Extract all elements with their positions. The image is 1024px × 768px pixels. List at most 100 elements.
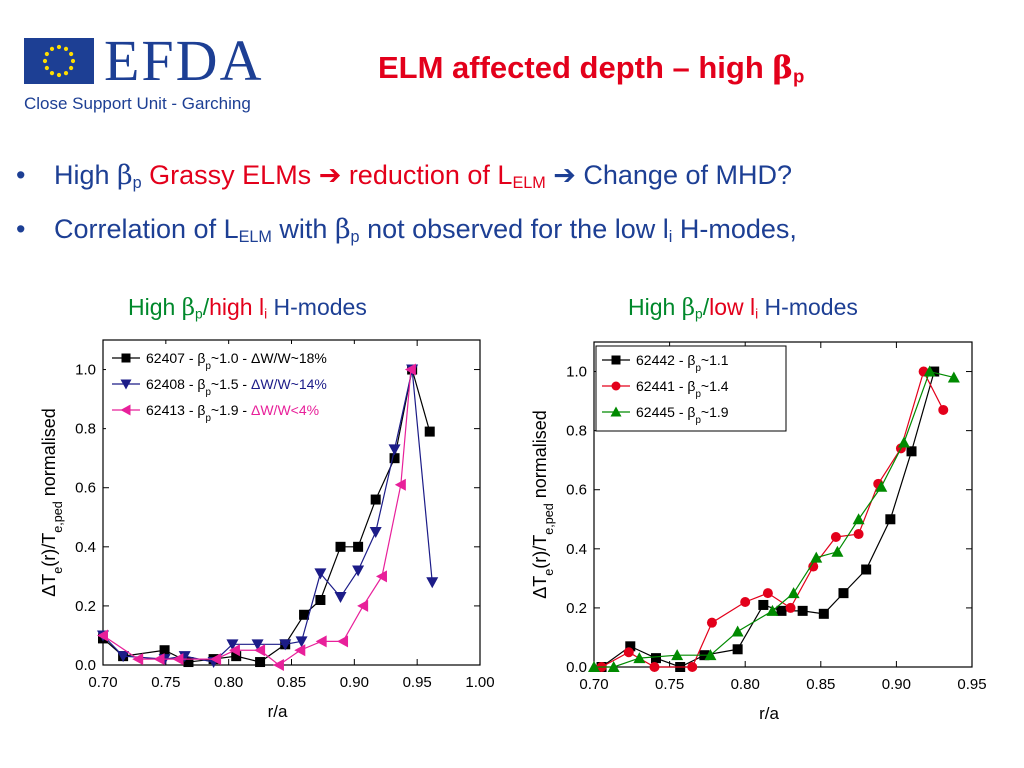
data-marker xyxy=(370,494,381,505)
series-line xyxy=(102,369,431,663)
x-axis-label: r/a xyxy=(759,704,779,723)
y-tick-label: 0.6 xyxy=(566,482,587,499)
bullet-list: • High βp Grassy ELMs ➔ reduction of LEL… xyxy=(16,152,1016,260)
data-marker xyxy=(938,404,949,415)
y-tick-label: 0.4 xyxy=(566,541,587,558)
data-marker xyxy=(810,551,823,563)
bullet-1-c-sub: ELM xyxy=(512,174,546,193)
data-marker xyxy=(623,647,634,658)
data-marker xyxy=(272,659,284,671)
data-marker xyxy=(649,662,660,672)
data-marker xyxy=(808,561,819,572)
data-marker xyxy=(732,644,743,655)
data-marker xyxy=(279,639,292,651)
chart-right: 0.70 0.75 0.80 0.85 0.90 0.95 0.0 0.2 0.4 0.6 0.8 1… xyxy=(530,341,987,723)
flag-star xyxy=(70,58,76,64)
data-marker xyxy=(625,641,636,652)
bullet-1-b: Grassy ELMs xyxy=(141,160,319,190)
x-tick-label: 0.95 xyxy=(957,676,986,693)
x-tick-label: 0.70 xyxy=(88,674,117,691)
flag-star xyxy=(56,44,62,50)
y-tick-label: 0.4 xyxy=(75,539,96,556)
flag-star xyxy=(44,65,49,71)
y-axis-label: ΔTe(r)/Te,ped normalised xyxy=(39,408,65,597)
logo-subtitle: Close Support Unit - Garching xyxy=(24,94,251,113)
bullet-2-beta: β xyxy=(334,214,351,246)
data-marker xyxy=(607,661,620,672)
legend-label: 62408 - βp~1.5 - ΔW/W~14% xyxy=(146,376,327,398)
legend-label: 62445 - βp~1.9 xyxy=(636,404,729,426)
y-axis-label: ΔTe(r)/Te,ped normalised xyxy=(530,410,556,599)
x-tick-label: 0.75 xyxy=(655,676,684,693)
data-marker xyxy=(787,587,800,599)
data-marker xyxy=(785,602,796,613)
panel-title-left-b-sub: i xyxy=(264,306,268,322)
legend-label: 62441 - βp~1.4 xyxy=(636,378,729,400)
y-tick-label: 1.0 xyxy=(566,364,587,381)
panel-title-left-a: High xyxy=(128,294,182,320)
bullet-2-a-sub: ELM xyxy=(238,228,272,247)
bullet-2: • Correlation of LELM with βp not observ… xyxy=(16,206,1016,260)
slide-title-beta-sub: p xyxy=(793,65,805,87)
series-line xyxy=(102,369,433,663)
data-marker xyxy=(762,588,773,599)
data-marker xyxy=(704,649,717,661)
arrow-icon: ➔ xyxy=(318,160,342,190)
data-marker xyxy=(611,381,621,391)
data-marker xyxy=(776,605,787,616)
data-marker xyxy=(315,635,327,648)
data-marker xyxy=(120,404,131,416)
data-marker xyxy=(159,645,170,656)
data-marker xyxy=(314,568,327,580)
flag-star xyxy=(63,46,69,51)
x-axis-label: r/a xyxy=(268,702,288,721)
data-marker xyxy=(897,436,910,448)
legend-label: 62442 - βp~1.1 xyxy=(636,352,729,374)
panel-title-right: High βp/low li H-modes xyxy=(628,294,858,321)
bullet-1-a: High xyxy=(54,160,118,190)
x-tick-label: 0.90 xyxy=(340,674,369,691)
bullet-1-beta: β xyxy=(117,160,133,191)
data-marker xyxy=(740,597,751,607)
data-marker xyxy=(334,592,347,604)
panel-title-left-beta: β xyxy=(181,295,195,321)
data-marker xyxy=(153,653,165,666)
slide-title-text: ELM affected depth – high xyxy=(378,50,773,85)
data-marker xyxy=(611,355,621,365)
data-marker xyxy=(706,617,717,628)
data-marker xyxy=(766,604,779,616)
data-marker xyxy=(183,657,194,668)
data-marker xyxy=(231,651,242,662)
panel-title-left-b: high l xyxy=(209,294,265,320)
logo-text: EFDA xyxy=(104,28,264,93)
panel-title-left-beta-sub: p xyxy=(195,306,203,322)
flag-star xyxy=(69,65,74,71)
data-marker xyxy=(210,653,222,666)
panel-title-right-c: H-modes xyxy=(758,294,858,320)
x-tick-label: 0.85 xyxy=(806,676,835,693)
data-marker xyxy=(337,635,349,648)
bullet-2-b: with xyxy=(271,214,335,245)
data-marker xyxy=(226,639,239,651)
bullet-2-beta-sub: p xyxy=(350,228,360,247)
data-marker xyxy=(671,649,684,661)
data-marker xyxy=(375,570,387,583)
legend-box xyxy=(106,344,396,434)
panel-title-right-b: low l xyxy=(709,294,756,320)
panel-title-right-b-sub: i xyxy=(755,306,759,322)
chart-left: 0.70 0.75 0.80 0.85 0.90 0.95 1.00 0.0 0.2 0.4 0.6… xyxy=(39,339,495,721)
data-marker xyxy=(335,541,346,552)
data-marker xyxy=(758,599,769,610)
y-tick-label: 0.8 xyxy=(75,421,96,438)
data-marker xyxy=(424,426,435,437)
data-marker xyxy=(853,529,864,540)
data-marker xyxy=(228,644,240,657)
data-marker xyxy=(731,625,744,637)
x-tick-label: 0.85 xyxy=(277,674,306,691)
arrow-icon: ➔ xyxy=(553,160,576,190)
flag-star xyxy=(49,46,55,51)
bullet-2-d: H-modes, xyxy=(672,214,797,245)
data-marker xyxy=(861,564,872,575)
bullet-dot: • xyxy=(16,160,26,190)
data-marker xyxy=(132,653,144,666)
